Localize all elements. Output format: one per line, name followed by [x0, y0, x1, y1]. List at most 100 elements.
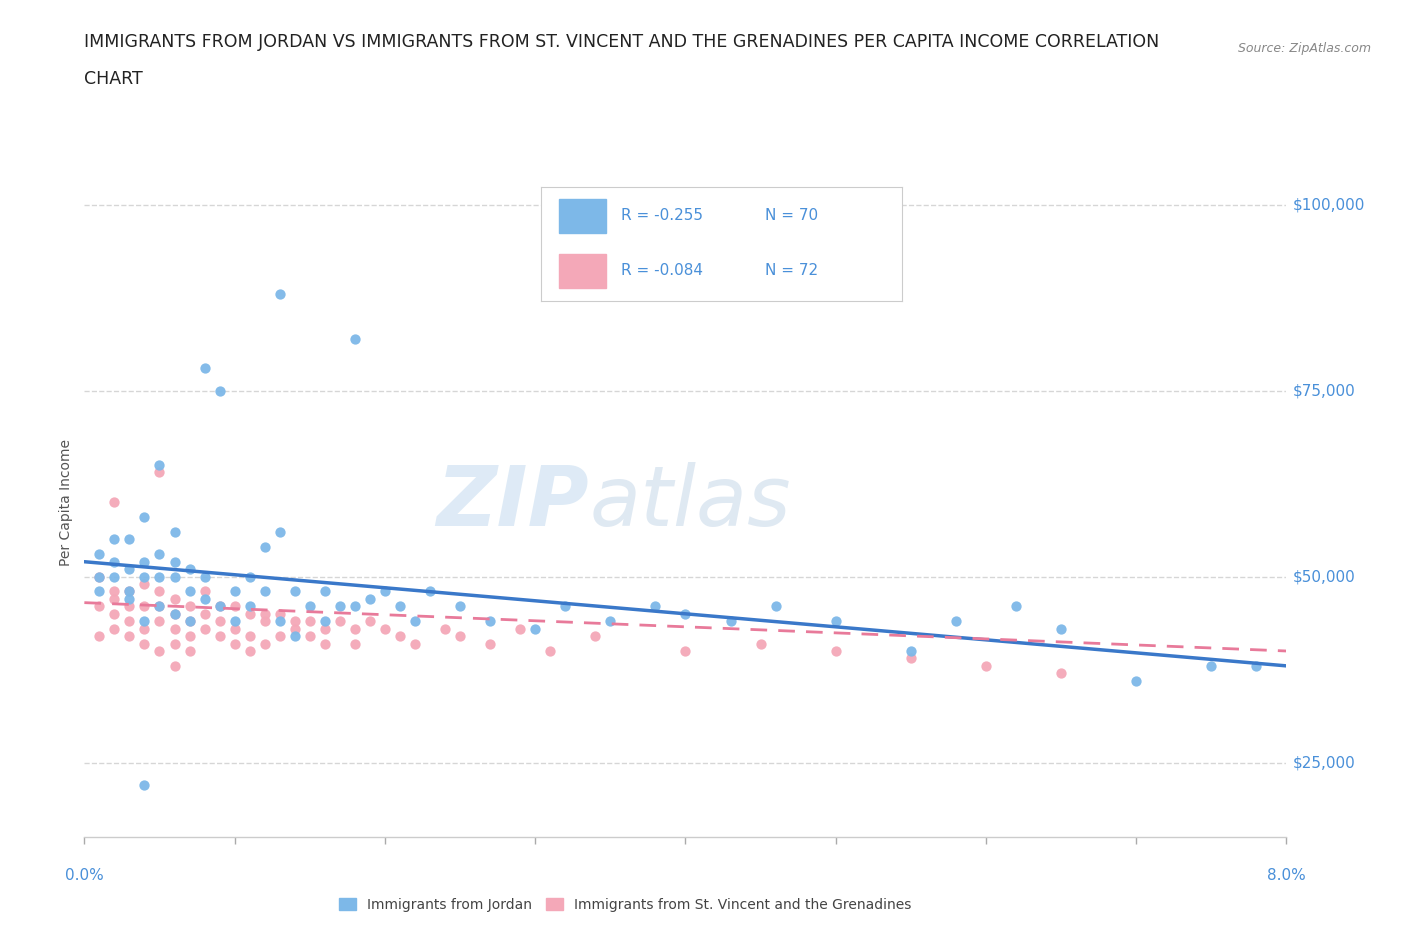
Point [224, 599, 246, 614]
Point [554, 599, 576, 614]
Point [103, 554, 125, 569]
Text: Source: ZipAtlas.com: Source: ZipAtlas.com [1237, 42, 1371, 55]
Point [89, 599, 111, 614]
Point [163, 621, 186, 636]
Point [298, 599, 321, 614]
Point [134, 777, 156, 792]
Point [118, 584, 141, 599]
Point [900, 644, 922, 658]
Point [945, 614, 967, 629]
Point [449, 599, 471, 614]
Point [103, 606, 125, 621]
Point [644, 599, 666, 614]
Point [434, 621, 457, 636]
Point [284, 584, 307, 599]
Point [134, 554, 156, 569]
Point [1201, 658, 1223, 673]
Point [148, 584, 170, 599]
Point [103, 591, 125, 606]
Point [269, 525, 291, 539]
Point [329, 599, 352, 614]
Point [974, 658, 997, 673]
Point [194, 606, 217, 621]
Point [253, 539, 276, 554]
Point [194, 621, 217, 636]
Point [583, 629, 606, 644]
Point [179, 629, 201, 644]
Point [134, 510, 156, 525]
Point [298, 629, 321, 644]
Point [208, 614, 231, 629]
Point [824, 614, 846, 629]
Point [134, 621, 156, 636]
Point [163, 606, 186, 621]
Point [163, 591, 186, 606]
Point [148, 458, 170, 472]
Point [1050, 621, 1073, 636]
Point [194, 584, 217, 599]
Point [524, 621, 547, 636]
Point [208, 629, 231, 644]
Point [194, 591, 217, 606]
Point [224, 584, 246, 599]
Point [269, 629, 291, 644]
Point [1050, 666, 1073, 681]
Point [599, 614, 621, 629]
Point [404, 636, 426, 651]
Point [269, 606, 291, 621]
Legend: Immigrants from Jordan, Immigrants from St. Vincent and the Grenadines: Immigrants from Jordan, Immigrants from … [333, 892, 917, 917]
Point [239, 606, 262, 621]
Point [134, 599, 156, 614]
Point [284, 614, 307, 629]
Point [359, 614, 381, 629]
Point [314, 614, 336, 629]
Point [388, 599, 411, 614]
Point [284, 621, 307, 636]
Point [253, 614, 276, 629]
Point [103, 532, 125, 547]
Point [343, 331, 366, 346]
Point [208, 383, 231, 398]
Point [118, 614, 141, 629]
Point [89, 629, 111, 644]
Point [148, 569, 170, 584]
Point [253, 606, 276, 621]
Point [675, 644, 697, 658]
Point [148, 644, 170, 658]
Point [269, 614, 291, 629]
Point [388, 629, 411, 644]
Point [89, 547, 111, 562]
Point [179, 584, 201, 599]
Point [343, 599, 366, 614]
Point [179, 644, 201, 658]
Point [298, 614, 321, 629]
Text: IMMIGRANTS FROM JORDAN VS IMMIGRANTS FROM ST. VINCENT AND THE GRENADINES PER CAP: IMMIGRANTS FROM JORDAN VS IMMIGRANTS FRO… [84, 33, 1160, 50]
Point [1125, 673, 1147, 688]
Point [103, 621, 125, 636]
Point [479, 636, 502, 651]
Point [419, 584, 441, 599]
Point [103, 495, 125, 510]
Point [239, 644, 262, 658]
Point [118, 532, 141, 547]
Point [449, 629, 471, 644]
Point [148, 547, 170, 562]
Point [239, 599, 262, 614]
Point [269, 286, 291, 301]
Point [329, 614, 352, 629]
Text: $75,000: $75,000 [1292, 383, 1355, 398]
Point [179, 599, 201, 614]
Point [163, 606, 186, 621]
Point [118, 629, 141, 644]
Point [118, 599, 141, 614]
Point [118, 591, 141, 606]
Point [103, 584, 125, 599]
Point [509, 621, 531, 636]
Point [359, 591, 381, 606]
Point [224, 621, 246, 636]
Point [239, 629, 262, 644]
Point [89, 584, 111, 599]
Point [134, 614, 156, 629]
Point [253, 584, 276, 599]
Text: 8.0%: 8.0% [1267, 868, 1306, 883]
